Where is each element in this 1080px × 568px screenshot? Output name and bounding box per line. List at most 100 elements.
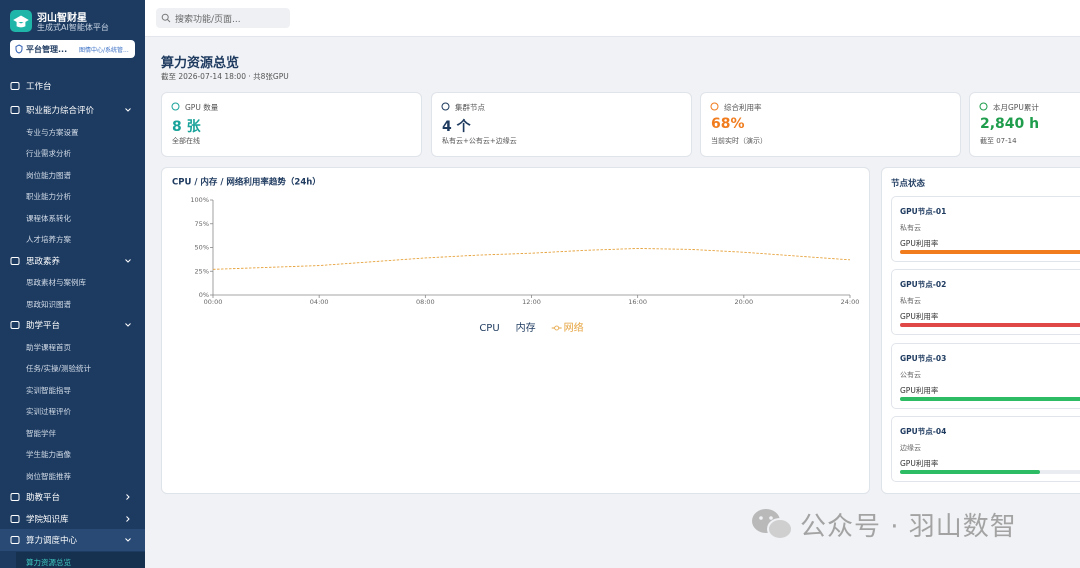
kpi-value: 8 张 <box>172 119 201 135</box>
tagline: 生成式AI智能体平台 <box>37 23 109 32</box>
submenu-item[interactable]: 职业能力分析 <box>26 192 71 201</box>
submenu-item[interactable]: 学生能力画像 <box>26 450 71 459</box>
kpi-icon-shape <box>710 102 719 111</box>
submenu-item[interactable]: 课程体系转化 <box>26 213 71 223</box>
node-type: 边缘云 <box>900 443 921 452</box>
node-bar <box>900 469 1040 474</box>
role-sub: 图情中心/系统管... <box>79 47 129 54</box>
logo <box>10 10 32 32</box>
node-type: 私有云 <box>900 297 921 306</box>
submenu-item[interactable]: 助学课程首页 <box>26 342 71 352</box>
chevron-shape <box>125 108 131 112</box>
kpi-note: 截至 07-14 <box>980 137 1017 145</box>
menu-item[interactable]: 工作台 <box>26 82 52 92</box>
submenu-item[interactable]: 实训过程评价 <box>26 407 71 416</box>
menu-icon <box>10 256 20 265</box>
menu-icon <box>10 536 20 544</box>
menu-icon <box>10 493 20 501</box>
submenu-item[interactable]: 岗位能力图谱 <box>26 170 71 180</box>
node-bar <box>900 396 1080 401</box>
icon-shape <box>10 514 20 523</box>
topbar <box>145 0 1080 37</box>
chevron-shape <box>125 258 131 263</box>
node-panel-title: 节点状态 <box>891 179 926 189</box>
icon-shape <box>10 256 20 265</box>
submenu-item[interactable]: 岗位智能推荐 <box>26 471 71 481</box>
kpi-icon <box>710 102 719 111</box>
kpi-icon-shape <box>441 102 450 111</box>
submenu-item[interactable]: 实训智能指导 <box>26 385 71 395</box>
kpi-label: 集群节点 <box>455 103 485 112</box>
icon-shape <box>10 82 20 90</box>
kpi-card <box>431 92 692 157</box>
icon-shape <box>10 536 20 544</box>
chevron <box>125 258 131 263</box>
sidebar <box>0 0 145 568</box>
kpi-note: 当前实时（演示） <box>711 137 767 145</box>
search-icon <box>161 13 171 23</box>
node-metric: GPU利用率 <box>900 239 939 248</box>
node-metric: GPU利用率 <box>900 312 939 322</box>
kpi-icon <box>979 102 988 111</box>
node-name: GPU节点-04 <box>900 426 947 436</box>
chart-card <box>161 167 870 494</box>
logo-icon <box>13 15 29 28</box>
kpi-value: 68% <box>711 116 745 132</box>
kpi-icon-shape <box>979 102 988 111</box>
menu-item[interactable]: 助学平台 <box>26 321 61 331</box>
menu-item[interactable]: 学院知识库 <box>26 514 69 525</box>
submenu-item[interactable]: 智能学伴 <box>26 428 56 438</box>
submenu-item[interactable]: 专业与方案设置 <box>26 127 79 137</box>
submenu-item[interactable]: 人才培养方案 <box>26 235 71 244</box>
node-bar <box>900 250 1080 254</box>
shield-icon <box>15 44 23 54</box>
kpi-icon-shape <box>171 102 180 111</box>
chevron <box>126 515 130 522</box>
kpi-label: GPU 数量 <box>185 103 219 112</box>
node-name: GPU节点-01 <box>900 207 947 216</box>
submenu-item[interactable]: 思政知识图谱 <box>26 299 71 309</box>
submenu-item[interactable]: 任务/实操/测验统计 <box>26 364 92 373</box>
watermark: 公众号 · 羽山数智 <box>800 512 1017 542</box>
submenu-item[interactable]: 行业需求分析 <box>26 149 71 158</box>
role-button[interactable]: 平台管理... 图情中心/系统管... <box>10 40 135 58</box>
role-label: 平台管理... <box>26 45 68 54</box>
chevron-shape <box>125 538 131 542</box>
icon-shape <box>10 106 20 114</box>
menu-icon <box>10 514 20 523</box>
submenu-item[interactable]: 算力资源总览 <box>26 557 71 567</box>
chevron-shape <box>126 515 130 522</box>
icon-shape <box>10 493 20 501</box>
menu-item-bg <box>0 529 145 551</box>
wechat-icon <box>752 509 793 540</box>
kpi-label: 本月GPU累计 <box>993 103 1039 112</box>
chevron <box>125 538 131 542</box>
kpi-value: 4 个 <box>442 119 471 135</box>
chevron <box>126 494 130 500</box>
node-type: 公有云 <box>900 370 921 379</box>
submenu-item[interactable]: 思政素材与案例库 <box>26 278 86 287</box>
search-box[interactable]: 搜索功能/页面... <box>156 8 290 28</box>
menu-active-bg <box>16 551 145 568</box>
node-metric: GPU利用率 <box>900 458 939 468</box>
kpi-card <box>161 92 422 157</box>
node-metric: GPU利用率 <box>900 385 939 395</box>
menu-item[interactable]: 助教平台 <box>26 493 61 503</box>
chevron-shape <box>126 494 130 500</box>
kpi-card <box>700 92 961 157</box>
icon-shape <box>10 321 20 329</box>
menu-item[interactable]: 思政素养 <box>26 256 61 267</box>
node-bar <box>900 323 1080 328</box>
kpi-value: 2,840 h <box>980 116 1040 132</box>
search-placeholder: 搜索功能/页面... <box>175 15 241 25</box>
node-name: GPU节点-02 <box>900 280 947 290</box>
menu-icon <box>10 82 20 90</box>
menu-item[interactable]: 算力调度中心 <box>26 536 78 546</box>
chevron <box>125 323 131 327</box>
page-title: 算力资源总览 <box>161 56 240 71</box>
kpi-note: 私有云+公有云+边缘云 <box>442 137 517 145</box>
brand: 羽山智财星 <box>37 13 87 24</box>
chevron-shape <box>125 323 131 327</box>
menu-item[interactable]: 职业能力综合评价 <box>26 106 95 116</box>
